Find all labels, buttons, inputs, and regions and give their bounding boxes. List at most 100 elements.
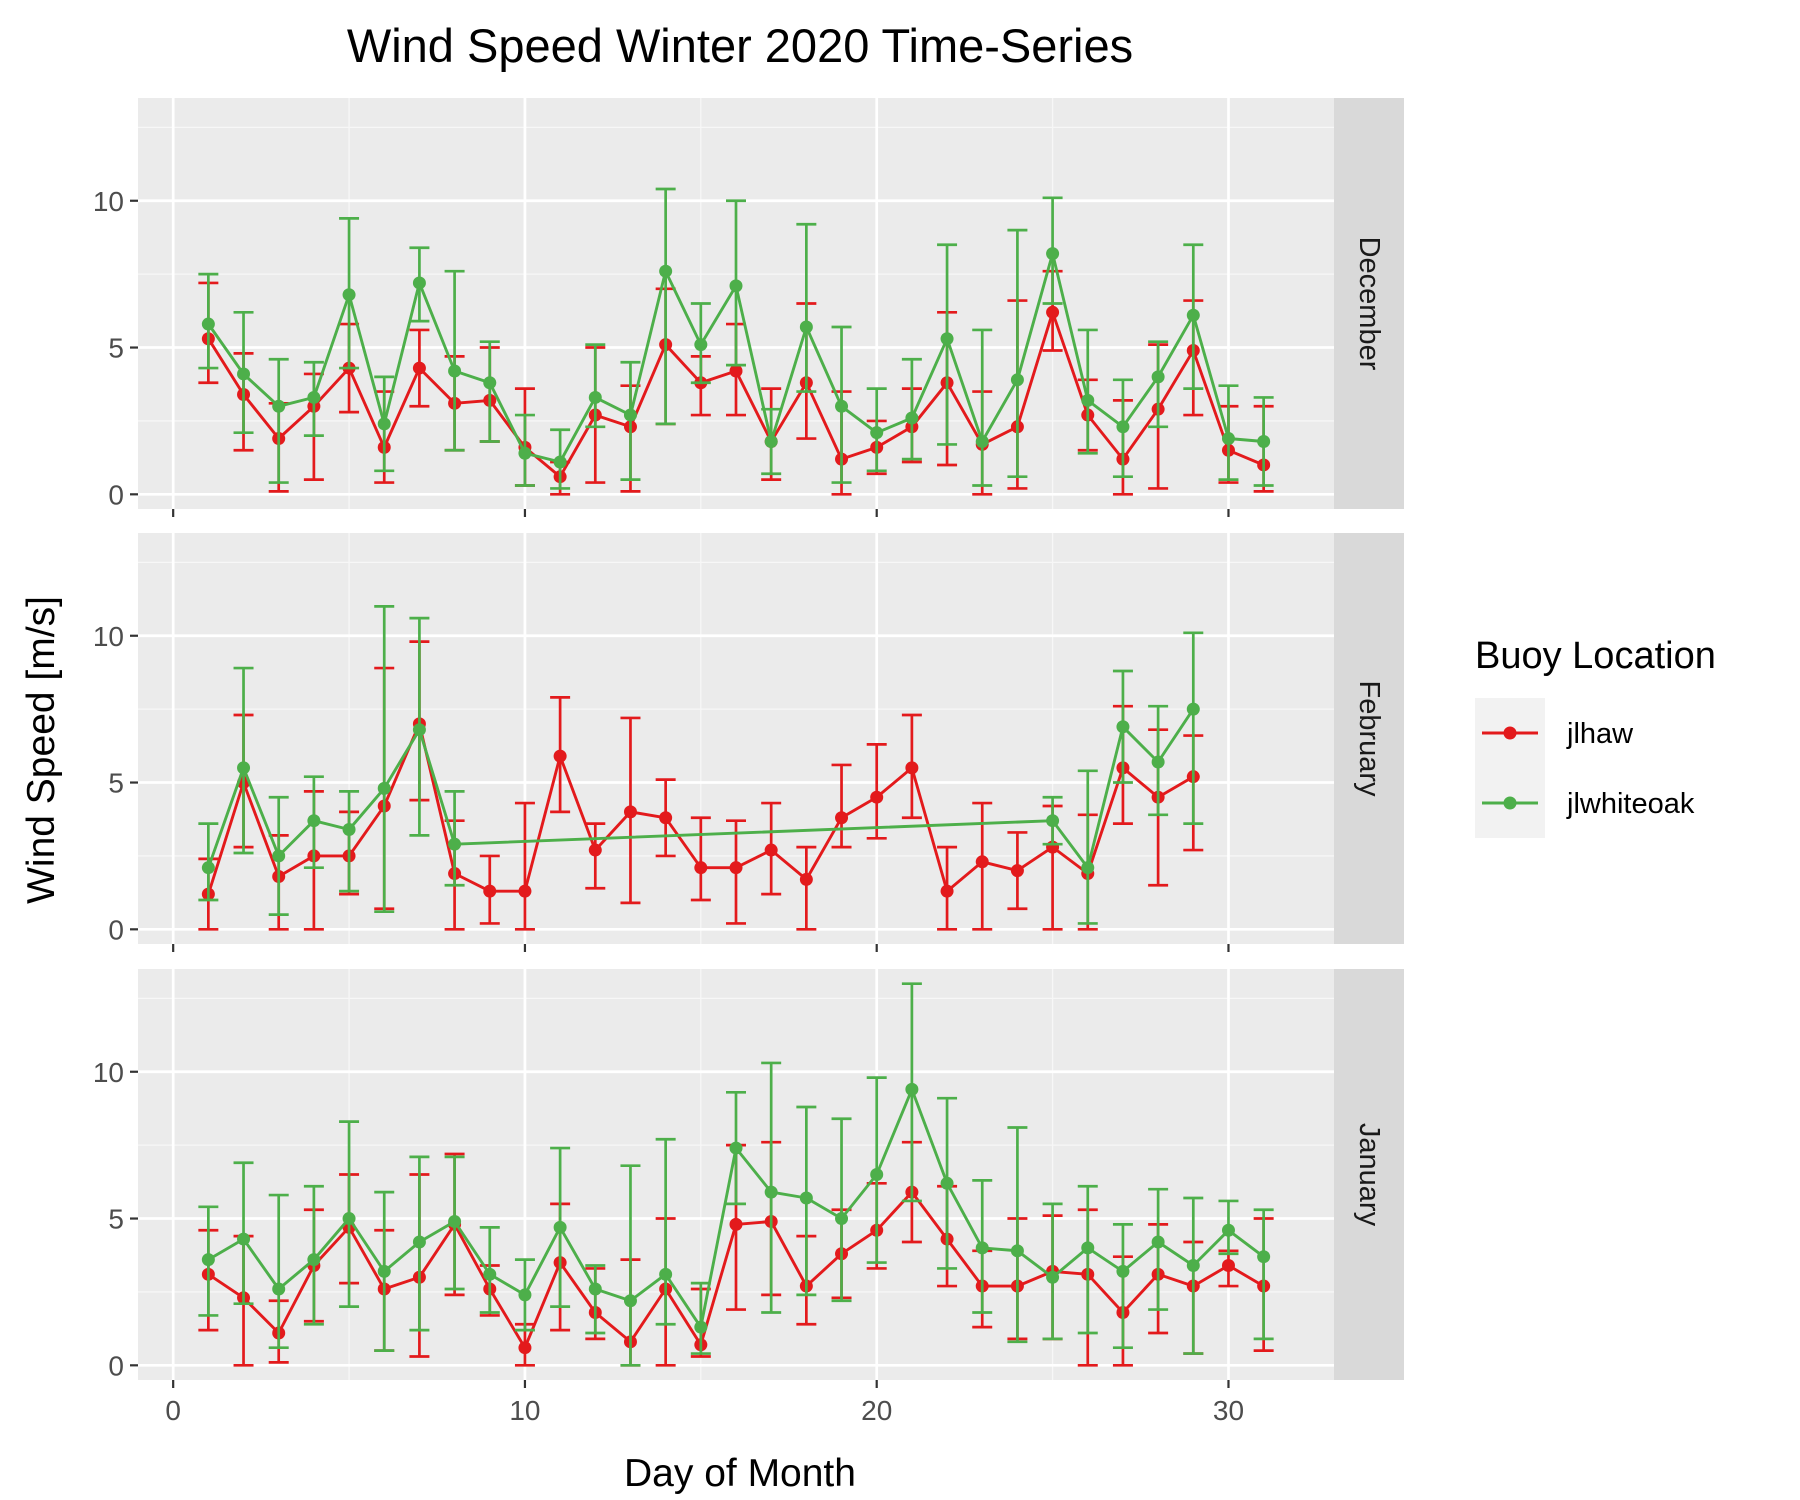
data-point bbox=[729, 364, 743, 378]
x-tick-label: 30 bbox=[1213, 1395, 1244, 1426]
data-point bbox=[1010, 864, 1024, 878]
facet-panel-december: 0 5 10 December bbox=[93, 98, 1404, 517]
data-point bbox=[272, 849, 286, 863]
data-point bbox=[835, 399, 849, 413]
data-point bbox=[272, 399, 286, 413]
data-point bbox=[377, 417, 391, 431]
error-bar bbox=[479, 340, 500, 443]
facet-strip-label: December bbox=[1353, 237, 1385, 371]
error-bar bbox=[1007, 1126, 1028, 1344]
error-bar bbox=[1077, 1184, 1098, 1335]
error-bar bbox=[585, 1264, 606, 1335]
data-point bbox=[870, 426, 884, 440]
error-bar bbox=[268, 1193, 289, 1350]
y-tick-label: 0 bbox=[108, 914, 124, 945]
error-bar bbox=[233, 666, 254, 855]
data-point bbox=[623, 1294, 637, 1308]
data-point bbox=[1151, 370, 1165, 384]
data-point bbox=[729, 1217, 743, 1231]
data-point bbox=[940, 884, 954, 898]
data-point bbox=[237, 1232, 251, 1246]
data-point bbox=[588, 1282, 602, 1296]
data-point bbox=[975, 855, 989, 869]
data-point bbox=[448, 1214, 462, 1228]
data-point bbox=[835, 811, 849, 825]
data-point bbox=[623, 805, 637, 819]
error-bar bbox=[620, 1164, 641, 1367]
error-bar bbox=[1253, 1208, 1274, 1341]
legend-label: jlwhiteoak bbox=[1566, 788, 1695, 820]
data-point bbox=[307, 814, 321, 828]
error-bar bbox=[514, 801, 535, 931]
error-bar bbox=[374, 605, 395, 914]
data-point bbox=[412, 1235, 426, 1249]
facet-panels: 0 5 10 December 0 5 10 February 0 5 10 January 0 10 20… bbox=[93, 98, 1404, 1426]
facet-strip bbox=[1334, 98, 1404, 509]
error-bar bbox=[690, 816, 711, 902]
data-point bbox=[1046, 305, 1060, 319]
error-bar bbox=[1077, 769, 1098, 925]
facet-strip-label: February bbox=[1353, 680, 1385, 797]
legend-entry-jlwhiteoak: jlwhiteoak bbox=[1475, 768, 1695, 838]
data-point bbox=[764, 434, 778, 448]
data-point bbox=[729, 279, 743, 293]
data-point bbox=[1151, 1235, 1165, 1249]
y-tick-label: 5 bbox=[108, 768, 124, 799]
data-point bbox=[905, 761, 919, 775]
error-bar bbox=[1077, 328, 1098, 455]
data-point bbox=[1010, 373, 1024, 387]
y-tick-label: 10 bbox=[93, 621, 124, 652]
y-tick-label: 10 bbox=[93, 1057, 124, 1088]
data-point bbox=[1046, 814, 1060, 828]
y-tick-label: 0 bbox=[108, 1350, 124, 1381]
error-bar bbox=[831, 1117, 852, 1303]
data-point bbox=[799, 872, 813, 886]
x-tick-label: 20 bbox=[861, 1395, 892, 1426]
data-point bbox=[377, 1264, 391, 1278]
data-point bbox=[412, 361, 426, 375]
data-point bbox=[1186, 702, 1200, 716]
data-point bbox=[377, 781, 391, 795]
data-point bbox=[835, 1212, 849, 1226]
error-bar bbox=[585, 343, 606, 429]
data-point bbox=[1186, 1259, 1200, 1273]
legend-title: Buoy Location bbox=[1475, 635, 1716, 677]
legend-key-point bbox=[1503, 726, 1517, 740]
data-point bbox=[553, 749, 567, 763]
data-point bbox=[764, 843, 778, 857]
data-point bbox=[659, 1267, 673, 1281]
error-bar bbox=[1183, 1196, 1204, 1355]
data-point bbox=[1081, 393, 1095, 407]
data-point bbox=[237, 367, 251, 381]
y-tick-label: 5 bbox=[108, 333, 124, 364]
data-point bbox=[799, 1191, 813, 1205]
data-point bbox=[448, 837, 462, 851]
x-axis-title: Day of Month bbox=[624, 1452, 856, 1495]
facet-strip bbox=[1334, 969, 1404, 1380]
data-point bbox=[1151, 755, 1165, 769]
data-point bbox=[448, 364, 462, 378]
error-bar bbox=[444, 269, 465, 452]
data-point bbox=[201, 317, 215, 331]
facet-panel-january: 0 5 10 January 0 10 20 30 bbox=[93, 969, 1404, 1426]
data-point bbox=[483, 376, 497, 390]
data-point bbox=[588, 390, 602, 404]
x-tick-label: 10 bbox=[509, 1395, 540, 1426]
data-point bbox=[905, 1082, 919, 1096]
data-point bbox=[201, 1253, 215, 1267]
error-bar bbox=[796, 222, 817, 393]
y-tick-label: 0 bbox=[108, 479, 124, 510]
data-point bbox=[1081, 861, 1095, 875]
data-point bbox=[412, 276, 426, 290]
error-bar bbox=[831, 763, 852, 849]
data-point bbox=[1221, 1259, 1235, 1273]
data-point bbox=[1116, 720, 1130, 734]
data-point bbox=[870, 1168, 884, 1181]
data-point bbox=[483, 884, 497, 898]
data-point bbox=[342, 1212, 356, 1226]
data-point bbox=[553, 1220, 567, 1234]
data-point bbox=[975, 434, 989, 448]
series-jlwhiteoak bbox=[198, 982, 1274, 1367]
data-point bbox=[1186, 308, 1200, 322]
